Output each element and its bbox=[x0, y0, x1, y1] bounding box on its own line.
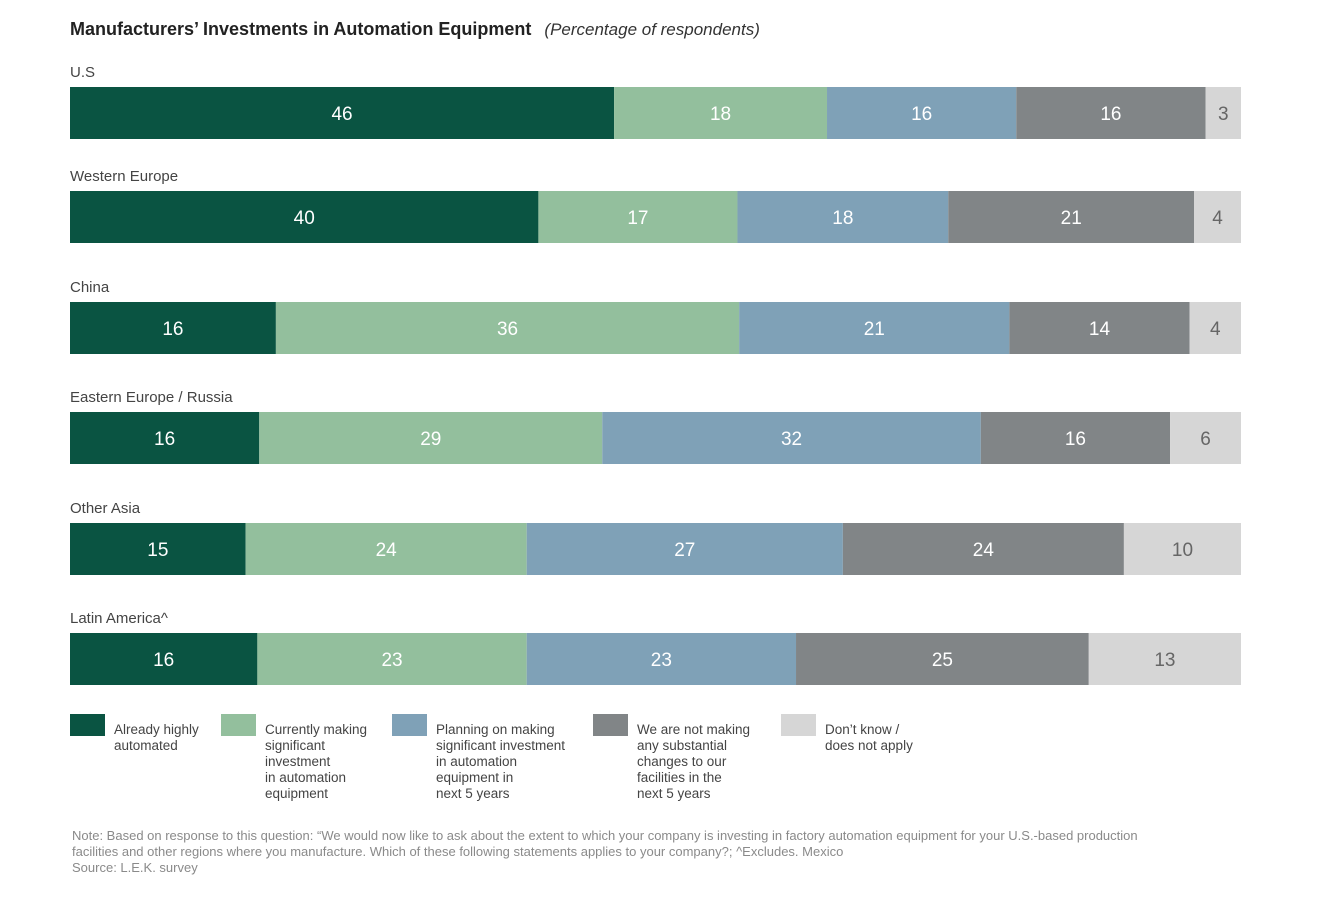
bar-segment bbox=[739, 302, 1010, 354]
bar-segment bbox=[827, 87, 1017, 139]
chart-subtitle: (Percentage of respondents) bbox=[544, 20, 760, 39]
chart-title: Manufacturers’ Investments in Automation… bbox=[70, 19, 532, 39]
legend-label: Don’t know / does not apply bbox=[825, 722, 913, 753]
data-label: 4 bbox=[1210, 319, 1221, 340]
bar-segment bbox=[980, 412, 1171, 464]
category-label: Western Europe bbox=[70, 168, 178, 185]
chart-title-line: Manufacturers’ Investments in Automation… bbox=[70, 19, 760, 40]
category-label: U.S bbox=[70, 64, 95, 81]
legend-swatch bbox=[593, 714, 628, 736]
category-label: Eastern Europe / Russia bbox=[70, 389, 233, 406]
bar-segment bbox=[796, 633, 1089, 685]
data-label: 4 bbox=[1212, 208, 1223, 229]
data-label: 16 bbox=[153, 650, 174, 671]
bar-segment bbox=[1088, 633, 1241, 685]
bar-segment bbox=[1194, 191, 1241, 243]
data-label: 6 bbox=[1200, 429, 1211, 450]
data-label: 18 bbox=[832, 208, 853, 229]
bar-segment bbox=[275, 302, 740, 354]
legend-swatch bbox=[781, 714, 816, 736]
data-label: 40 bbox=[294, 208, 315, 229]
data-label: 16 bbox=[911, 104, 932, 125]
data-label: 16 bbox=[1100, 104, 1121, 125]
data-label: 36 bbox=[497, 319, 518, 340]
source-line: Source: L.E.K. survey bbox=[72, 860, 198, 875]
bar-segment bbox=[257, 633, 527, 685]
data-label: 27 bbox=[674, 540, 695, 561]
legend-label: Currently making significant investment … bbox=[265, 722, 368, 801]
bar-segment bbox=[1205, 87, 1241, 139]
data-label: 32 bbox=[781, 429, 802, 450]
data-label: 21 bbox=[864, 319, 885, 340]
bar-segment bbox=[70, 191, 539, 243]
data-label: 29 bbox=[420, 429, 441, 450]
legend-swatch bbox=[221, 714, 256, 736]
data-label: 23 bbox=[381, 650, 402, 671]
bar-segment bbox=[70, 523, 246, 575]
bar-segment bbox=[70, 302, 276, 354]
bar-segment bbox=[526, 523, 843, 575]
data-label: 46 bbox=[331, 104, 352, 125]
data-label: 16 bbox=[1065, 429, 1086, 450]
data-label: 25 bbox=[932, 650, 953, 671]
legend-swatch bbox=[392, 714, 427, 736]
data-label: 23 bbox=[651, 650, 672, 671]
data-label: 14 bbox=[1089, 319, 1111, 340]
legend-swatch bbox=[70, 714, 105, 736]
legend-label: Planning on making significant investmen… bbox=[436, 722, 566, 801]
data-label: 16 bbox=[154, 429, 175, 450]
bar-segment bbox=[1016, 87, 1206, 139]
bar-segment bbox=[259, 412, 603, 464]
bar-segment bbox=[70, 412, 260, 464]
footnote: Note: Based on response to this question… bbox=[72, 828, 1272, 876]
bar-segment bbox=[1123, 523, 1241, 575]
bar-segment bbox=[614, 87, 828, 139]
bar-segment bbox=[1170, 412, 1241, 464]
bar-segment bbox=[245, 523, 527, 575]
data-label: 21 bbox=[1061, 208, 1082, 229]
bar-segment bbox=[1189, 302, 1241, 354]
bar-segment bbox=[538, 191, 738, 243]
data-label: 24 bbox=[973, 540, 995, 561]
data-label: 18 bbox=[710, 104, 731, 125]
bar-segment bbox=[737, 191, 949, 243]
data-label: 10 bbox=[1172, 540, 1193, 561]
bar-segment bbox=[602, 412, 981, 464]
legend-label: Already highly automated bbox=[114, 722, 199, 753]
data-label: 15 bbox=[147, 540, 168, 561]
bar-segment bbox=[842, 523, 1124, 575]
category-label: Latin America^ bbox=[70, 610, 168, 627]
data-label: 17 bbox=[627, 208, 648, 229]
data-label: 13 bbox=[1154, 650, 1175, 671]
bar-segment bbox=[70, 87, 615, 139]
legend-label: We are not making any substantial change… bbox=[637, 722, 751, 801]
note-line-1: Note: Based on response to this question… bbox=[72, 828, 1138, 843]
bar-segment bbox=[70, 633, 258, 685]
data-label: 3 bbox=[1218, 104, 1229, 125]
category-label: Other Asia bbox=[70, 500, 141, 517]
category-label: China bbox=[70, 279, 110, 296]
bar-segment bbox=[948, 191, 1195, 243]
bar-segment bbox=[1009, 302, 1190, 354]
note-line-2: facilities and other regions where you m… bbox=[72, 844, 844, 859]
bar-segment bbox=[526, 633, 797, 685]
data-label: 24 bbox=[376, 540, 398, 561]
data-label: 16 bbox=[162, 319, 183, 340]
